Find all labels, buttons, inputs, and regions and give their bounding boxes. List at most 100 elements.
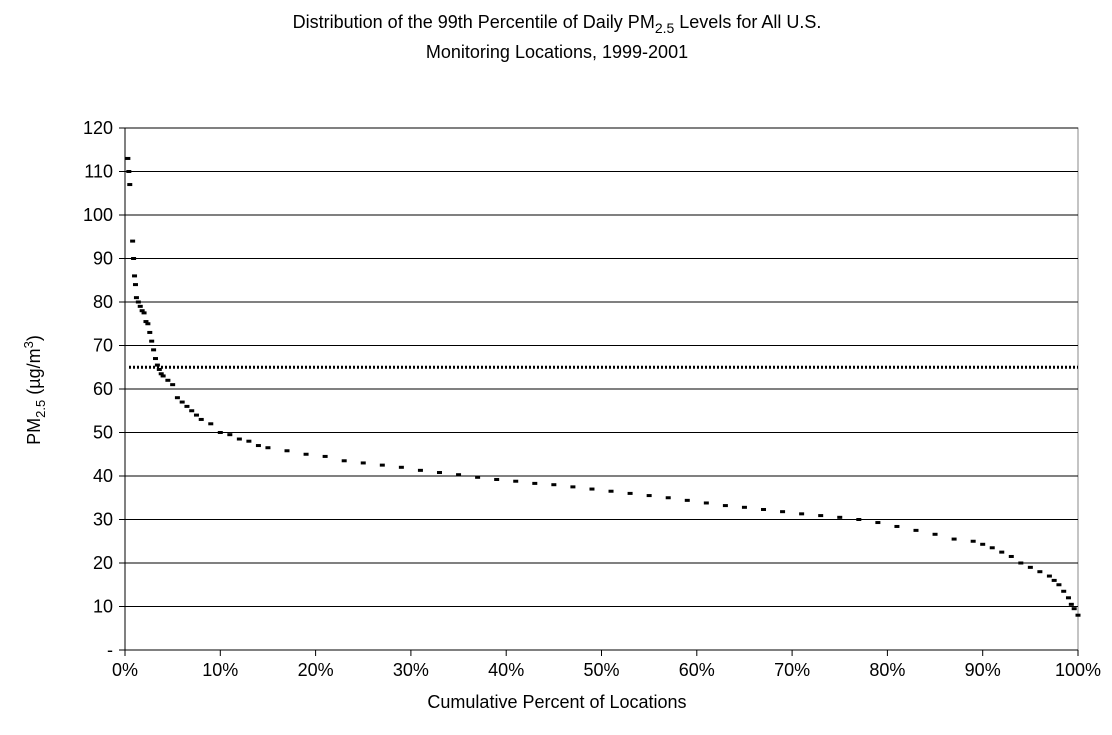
data-point [1018, 561, 1024, 565]
data-point [989, 546, 995, 550]
y-tick-label: 90 [93, 249, 113, 269]
data-point [761, 507, 767, 511]
data-point [135, 300, 141, 304]
y-tick-label: 100 [83, 205, 113, 225]
data-point [703, 501, 709, 505]
data-point [780, 510, 786, 514]
x-tick-label: 80% [869, 660, 905, 680]
data-point [284, 449, 290, 453]
data-point [513, 479, 519, 483]
data-point [570, 485, 576, 489]
data-point [875, 521, 881, 525]
data-point [741, 505, 747, 509]
data-point [494, 477, 500, 481]
title-text: Levels for All U.S. [679, 12, 821, 32]
data-point [127, 183, 133, 187]
x-tick-label: 20% [298, 660, 334, 680]
data-point [999, 550, 1005, 554]
y-tick-label: - [107, 640, 113, 660]
data-point [932, 532, 938, 536]
y-axis-title: PM2.5 (µg/m3) [21, 335, 48, 445]
data-point [130, 239, 136, 243]
data-point [208, 422, 214, 426]
x-tick-label: 30% [393, 660, 429, 680]
data-point [980, 542, 986, 546]
y-tick-label: 120 [83, 118, 113, 138]
data-point [856, 518, 862, 521]
chart-title: Distribution of the 99th Percentile of D… [293, 12, 822, 36]
data-point [133, 296, 139, 300]
y-tick-label: 110 [84, 162, 113, 182]
y-tick-label: 70 [93, 336, 113, 356]
data-point [184, 404, 190, 408]
data-point [149, 339, 155, 343]
data-point [970, 539, 976, 543]
data-point [665, 496, 671, 500]
data-point [170, 383, 176, 387]
data-point [236, 437, 242, 441]
data-point [193, 413, 199, 417]
data-point [141, 311, 147, 315]
data-point [217, 431, 223, 434]
data-point [152, 357, 158, 361]
data-point [179, 400, 185, 404]
data-point [143, 320, 149, 324]
title-text: Distribution of the 99th Percentile of D… [293, 12, 655, 32]
data-point [646, 494, 652, 498]
y-label-text: (µg/m [24, 348, 44, 394]
y-tick-label: 40 [93, 466, 113, 486]
x-tick-label: 100% [1055, 660, 1101, 680]
data-point [156, 367, 162, 371]
x-tick-label: 70% [774, 660, 810, 680]
data-point [627, 491, 633, 495]
data-point [158, 372, 164, 376]
data-point [303, 452, 309, 456]
y-tick-label: 60 [93, 379, 113, 399]
data-point [322, 454, 328, 458]
y-tick-label: 50 [93, 423, 113, 443]
data-point [1051, 578, 1057, 582]
data-point [126, 170, 132, 173]
data-point [475, 475, 481, 479]
data-point [189, 409, 195, 413]
data-point [436, 471, 442, 475]
data-point [265, 446, 271, 450]
data-point [246, 439, 252, 443]
y-tick-label: 20 [93, 553, 113, 573]
data-point [132, 283, 138, 287]
y-tick-label: 10 [93, 597, 113, 617]
data-point [174, 396, 180, 400]
data-point [151, 348, 157, 352]
data-point [722, 504, 728, 508]
x-tick-label: 60% [679, 660, 715, 680]
data-point [165, 378, 171, 382]
data-point [417, 468, 423, 472]
y-label-text: PM [24, 418, 44, 445]
data-point [125, 156, 131, 160]
y-label-superscript: 3 [21, 341, 36, 348]
data-point [589, 487, 595, 491]
x-tick-label: 90% [965, 660, 1001, 680]
data-point [145, 322, 151, 326]
data-point [137, 304, 143, 308]
data-point [608, 489, 614, 493]
data-point [154, 363, 160, 367]
data-point [1008, 554, 1014, 558]
x-axis-title: Cumulative Percent of Locations [427, 692, 686, 712]
data-point [379, 463, 385, 467]
data-point [1075, 613, 1081, 617]
data-point [951, 537, 957, 541]
data-point [360, 461, 366, 465]
data-point [1046, 574, 1052, 578]
data-point [398, 465, 404, 469]
y-tick-label: 80 [93, 292, 113, 312]
y-label-subscript: 2.5 [33, 400, 48, 418]
data-point [255, 444, 261, 448]
data-point [837, 515, 843, 519]
data-point [227, 433, 233, 437]
data-point [1068, 602, 1074, 606]
data-point [1071, 607, 1077, 611]
chart-title: Monitoring Locations, 1999-2001 [426, 42, 688, 62]
data-point [1065, 596, 1071, 600]
data-point [132, 274, 138, 278]
